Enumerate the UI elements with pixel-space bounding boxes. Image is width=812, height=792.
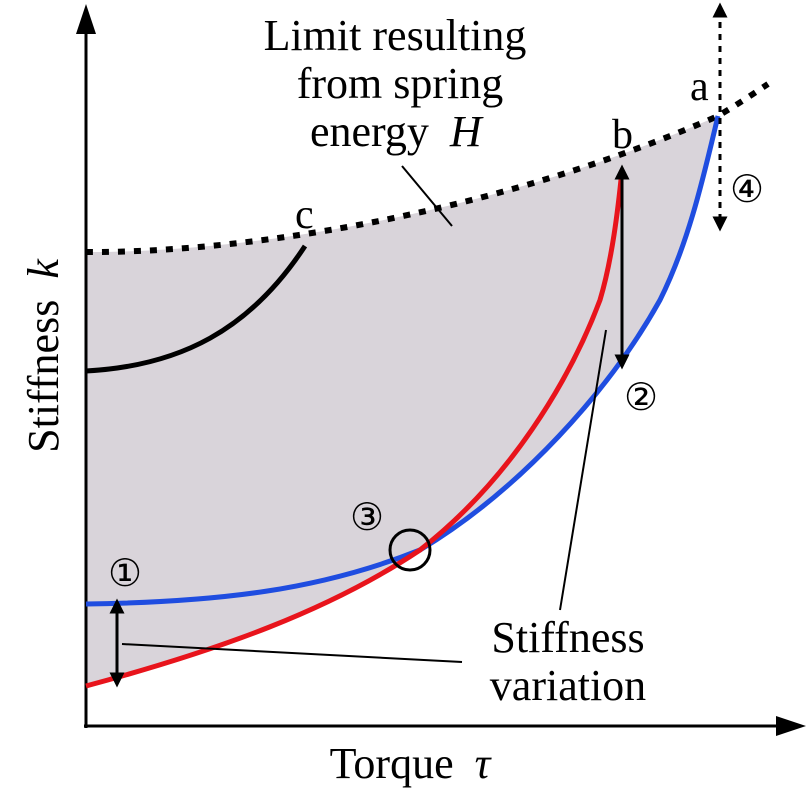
limit-label-line3: energy H (310, 107, 484, 156)
crossing-circle (388, 528, 432, 572)
blue-curve (85, 115, 721, 607)
marker-4: ④ (730, 167, 764, 211)
limit-label-energy: energy (310, 107, 429, 156)
point-b-label: b (612, 112, 633, 158)
limit-label-symbol: H (449, 107, 484, 156)
x-axis-symbol: τ (475, 739, 493, 788)
x-axis-label-text: Torque (330, 739, 454, 788)
variation-leader-line-2 (559, 329, 607, 611)
marker-1: ① (108, 551, 142, 595)
limit-leader-line (401, 165, 453, 227)
feasible-region (86, 116, 718, 604)
marker-2: ② (624, 375, 658, 419)
y-axis-label-text: Stiffness (19, 300, 68, 453)
limit-label-line1: Limit resulting (264, 11, 527, 60)
energy-limit-curve (85, 81, 770, 256)
y-axis-arrow (76, 4, 96, 34)
red-curve (85, 169, 625, 689)
feasible-region-lower (86, 550, 420, 686)
variation-label-line1: Stiffness (491, 613, 644, 662)
variation-label-line2: variation (490, 661, 646, 710)
y-axis-symbol: k (19, 258, 68, 279)
variation-leader-line-1 (121, 643, 463, 663)
x-axis-arrow (776, 716, 806, 736)
point-a-label: a (690, 64, 709, 110)
black-curve (85, 244, 308, 374)
point-c-label: c (295, 192, 314, 238)
limit-label-line2: from spring (297, 59, 504, 108)
x-axis-label: Torque τ (330, 739, 493, 788)
marker-3: ③ (350, 495, 384, 539)
y-axis-label: Stiffness k (19, 258, 68, 453)
